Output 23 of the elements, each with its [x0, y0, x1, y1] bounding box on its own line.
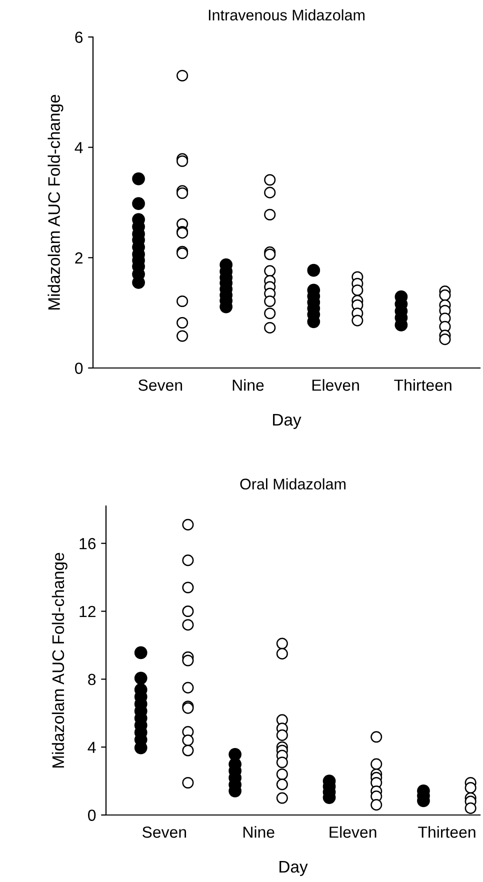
y-tick-label: 6: [75, 32, 83, 43]
chart-title: Intravenous Midazolam: [208, 9, 364, 20]
x-tick-label: Thirteen: [394, 379, 452, 391]
y-tick-label: 4: [74, 142, 83, 154]
chart-title: Oral Midazolam: [240, 478, 346, 490]
x-tick-label: Thirteen: [418, 826, 476, 838]
x-tick-label: Seven: [142, 826, 186, 838]
x-axis-title: Day: [280, 861, 308, 876]
x-tick-label: Seven: [138, 380, 182, 391]
x-tick-label: Nine: [232, 379, 264, 391]
y-axis-title: Midazolam AUC Fold-change: [52, 552, 68, 768]
y-tick-label: 2: [75, 252, 82, 264]
y-tick-label: 12: [80, 606, 96, 618]
y-tick-label: 0: [75, 362, 83, 374]
y-tick-label: 4: [88, 742, 96, 753]
y-tick-label: 8: [88, 674, 96, 686]
x-tick-label: Eleven: [330, 826, 376, 838]
y-tick-label: 0: [88, 810, 96, 821]
y-axis-title: Midazolam AUC Fold-change: [48, 94, 64, 310]
x-tick-label: Eleven: [312, 379, 359, 391]
x-tick-label: Nine: [244, 826, 274, 838]
x-axis-title: Day: [273, 414, 302, 429]
y-tick-label: 16: [80, 538, 96, 550]
